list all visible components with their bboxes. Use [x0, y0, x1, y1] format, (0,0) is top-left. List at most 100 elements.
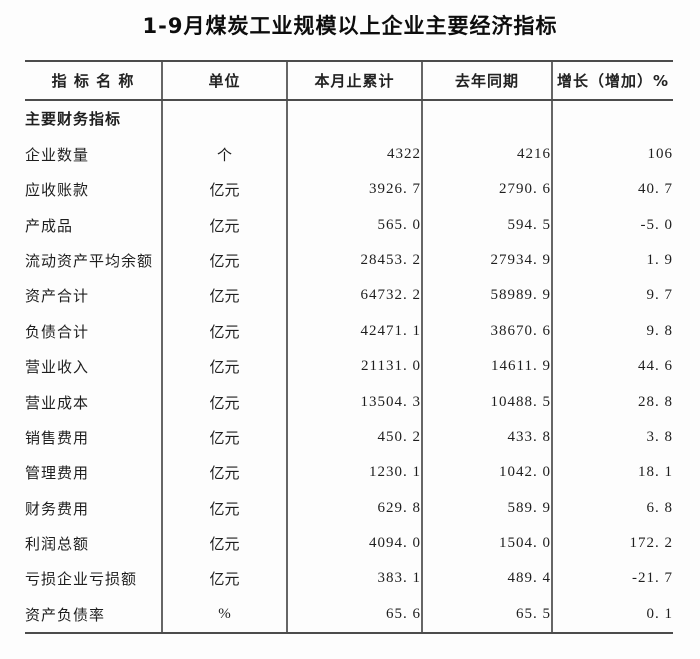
growth-value-cell: -5. 0: [551, 207, 673, 243]
table-header: 指 标 名 称 单位 本月止累计 去年同期 增长（增加）%: [25, 60, 673, 102]
indicator-name-cell: 应收账款: [25, 183, 90, 200]
previous-value-cell: 27934. 9: [421, 242, 552, 279]
header-prev-year: 去年同期: [421, 60, 552, 102]
table-row: 销售费用 亿元 450. 2 433. 8 3. 8: [25, 419, 673, 456]
current-value-cell: 3926. 7: [286, 171, 422, 208]
previous-value-cell: 589. 9: [421, 490, 552, 526]
unit-cell: 个: [161, 136, 287, 172]
previous-value-cell: 2790. 6: [421, 171, 552, 208]
unit-cell: 亿元: [161, 313, 287, 349]
indicator-name-cell: 亏损企业亏损额: [25, 572, 138, 589]
growth-value-cell: 3. 8: [551, 419, 673, 456]
table-row: 资产合计 亿元 64732. 2 58989. 9 9. 7: [25, 278, 673, 314]
current-value-cell: 21131. 0: [286, 348, 422, 385]
indicator-name-cell: 利润总额: [25, 537, 90, 554]
header-unit: 单位: [161, 60, 287, 102]
indicator-name-cell: 营业成本: [25, 395, 90, 412]
growth-value-cell: 9. 8: [551, 313, 673, 349]
growth-value-cell: 28. 8: [551, 384, 673, 420]
table-row: 产成品 亿元 565. 0 594. 5 -5. 0: [25, 207, 673, 243]
header-indicator-name: 指 标 名 称: [25, 60, 162, 102]
previous-value-cell: 65. 5: [421, 596, 552, 635]
previous-value-cell: 58989. 9: [421, 278, 552, 314]
previous-value-cell: 14611. 9: [421, 348, 552, 385]
table-row: 亏损企业亏损额 亿元 383. 1 489. 4 -21. 7: [25, 561, 673, 597]
page-title: 1-9月煤炭工业规模以上企业主要经济指标: [142, 14, 558, 38]
unit-cell: 亿元: [161, 419, 287, 456]
growth-value-cell: 106: [551, 136, 673, 172]
previous-value-cell: 1042. 0: [421, 455, 552, 491]
indicator-name-cell: 资产负债率: [25, 596, 162, 635]
table-row: 营业收入 亿元 21131. 0 14611. 9 44. 6: [25, 348, 673, 385]
current-value-cell: 65. 6: [286, 596, 422, 635]
header-growth-pct: 增长（增加）%: [551, 60, 673, 102]
growth-value-cell: [551, 100, 673, 137]
unit-cell: 亿元: [161, 278, 287, 314]
indicator-name-cell: 企业数量: [25, 147, 90, 164]
growth-value-cell: 44. 6: [551, 348, 673, 385]
unit-cell: 亿元: [161, 490, 287, 526]
table-row: 管理费用 亿元 1230. 1 1042. 0 18. 1: [25, 455, 673, 491]
growth-value-cell: 0. 1: [551, 596, 673, 635]
growth-value-cell: -21. 7: [551, 561, 673, 597]
current-value-cell: 13504. 3: [286, 384, 422, 420]
current-value-cell: 450. 2: [286, 419, 422, 456]
growth-value-cell: 6. 8: [551, 490, 673, 526]
table-row: 流动资产平均余额 亿元 28453. 2 27934. 9 1. 9: [25, 242, 673, 279]
indicator-name-cell: 管理费用: [25, 466, 90, 483]
table-row: 企业数量 个 4322 4216 106: [25, 136, 673, 172]
growth-value-cell: 1. 9: [551, 242, 673, 279]
unit-cell: 亿元: [161, 525, 287, 562]
unit-cell: 亿元: [161, 171, 287, 208]
table-row: 利润总额 亿元 4094. 0 1504. 0 172. 2: [25, 525, 673, 562]
current-value-cell: 565. 0: [286, 207, 422, 243]
header-row: 指 标 名 称 单位 本月止累计 去年同期 增长（增加）%: [25, 60, 673, 102]
growth-value-cell: 40. 7: [551, 171, 673, 208]
current-value-cell: 629. 8: [286, 490, 422, 526]
previous-value-cell: 10488. 5: [421, 384, 552, 420]
previous-value-cell: 1504. 0: [421, 525, 552, 562]
previous-value-cell: 489. 4: [421, 561, 552, 597]
current-value-cell: 64732. 2: [286, 278, 422, 314]
current-value-cell: [286, 100, 422, 137]
previous-value-cell: 433. 8: [421, 419, 552, 456]
unit-cell: 亿元: [161, 455, 287, 491]
previous-value-cell: 594. 5: [421, 207, 552, 243]
indicator-name-cell: 负债合计: [25, 324, 90, 341]
growth-value-cell: 9. 7: [551, 278, 673, 314]
table-row: 财务费用 亿元 629. 8 589. 9 6. 8: [25, 490, 673, 526]
previous-value-cell: [421, 100, 552, 137]
growth-value-cell: 172. 2: [551, 525, 673, 562]
previous-value-cell: 38670. 6: [421, 313, 552, 349]
table-row: 主要财务指标: [25, 100, 673, 137]
current-value-cell: 28453. 2: [286, 242, 422, 279]
indicator-name-cell: 财务费用: [25, 501, 90, 518]
current-value-cell: 1230. 1: [286, 455, 422, 491]
growth-value-cell: 18. 1: [551, 455, 673, 491]
indicator-name-cell: 资产合计: [25, 289, 90, 306]
table-row: 营业成本 亿元 13504. 3 10488. 5 28. 8: [25, 384, 673, 420]
current-value-cell: 4322: [286, 136, 422, 172]
unit-cell: 亿元: [161, 207, 287, 243]
unit-cell: 亿元: [161, 242, 287, 279]
unit-cell: 亿元: [161, 384, 287, 420]
table-row: 资产负债率 % 65. 6 65. 5 0. 1: [25, 596, 673, 635]
table-body: 主要财务指标 企业数量 个 4322 4216 106 应收账款 亿元 3926…: [25, 100, 673, 635]
unit-cell: %: [161, 596, 287, 635]
economic-indicators-table: 指 标 名 称 单位 本月止累计 去年同期 增长（增加）% 主要财务指标 企业数…: [25, 60, 673, 635]
table-row: 应收账款 亿元 3926. 7 2790. 6 40. 7: [25, 171, 673, 208]
unit-cell: [161, 100, 287, 137]
indicator-name-cell: 产成品: [25, 218, 74, 235]
current-value-cell: 42471. 1: [286, 313, 422, 349]
previous-value-cell: 4216: [421, 136, 552, 172]
current-value-cell: 383. 1: [286, 561, 422, 597]
indicator-name-cell: 营业收入: [25, 360, 90, 377]
indicator-name-cell: 流动资产平均余额: [25, 253, 154, 270]
indicator-name-cell: 主要财务指标: [25, 112, 122, 129]
current-value-cell: 4094. 0: [286, 525, 422, 562]
unit-cell: 亿元: [161, 348, 287, 385]
indicator-name-cell: 销售费用: [25, 430, 90, 447]
page: 1-9月煤炭工业规模以上企业主要经济指标 指 标 名 称 单位 本月止累计 去年…: [0, 14, 700, 635]
header-current-total: 本月止累计: [286, 60, 422, 102]
table-row: 负债合计 亿元 42471. 1 38670. 6 9. 8: [25, 313, 673, 349]
